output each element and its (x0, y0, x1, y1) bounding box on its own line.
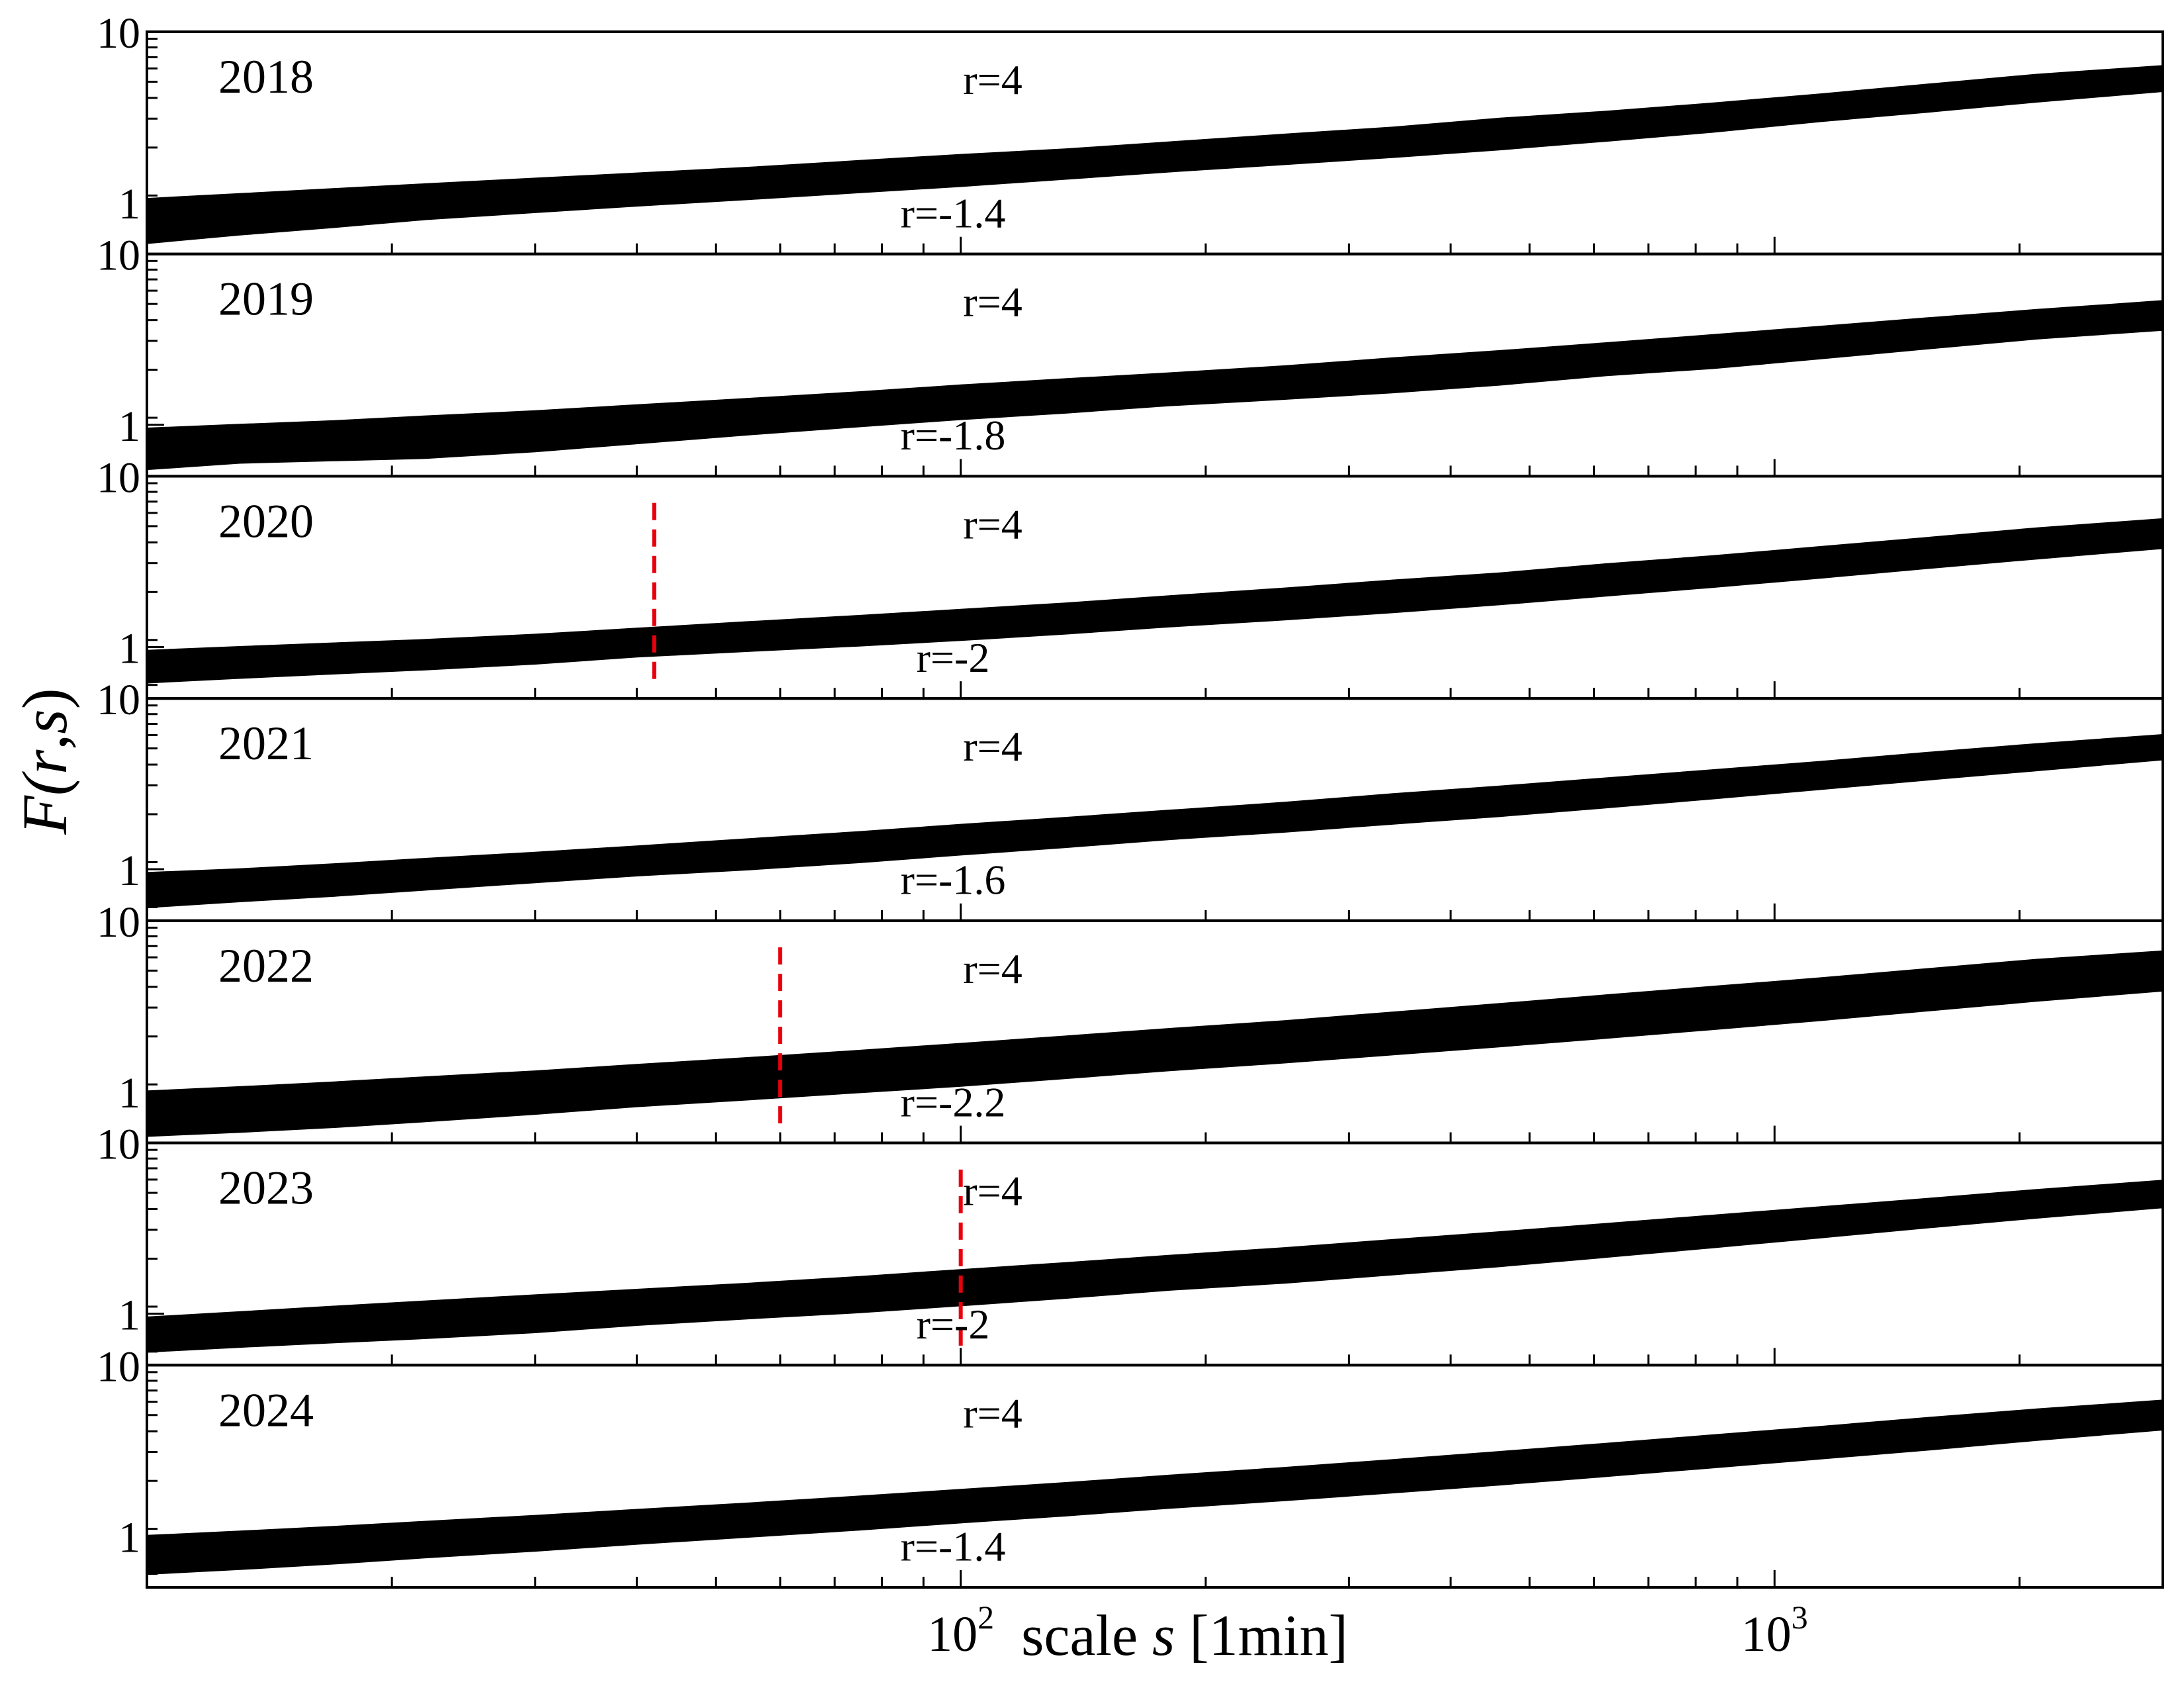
r-high-label: r=4 (963, 279, 1022, 326)
panel-year-label: 2023 (218, 1162, 314, 1215)
r-high-label: r=4 (963, 945, 1022, 992)
r-low-label: r=-1.8 (901, 412, 1006, 459)
panel-frame-2024 (146, 1364, 2164, 1589)
panel-2022: 10 1 2022 r=4 r=-2.2 (97, 898, 2164, 1145)
curve-band-2018 (146, 65, 2164, 244)
r-low-label: r=-2 (917, 634, 990, 681)
y-tick-label: 10 (97, 1342, 140, 1391)
panel-2020: 10 1 2020 r=4 r=-2 (97, 453, 2164, 700)
r-high-label: r=4 (963, 1168, 1022, 1215)
y-tick-label: 10 (97, 676, 140, 724)
panel-2018: 10 1 2018 r=4 r=-1.4 (97, 9, 2164, 256)
r-low-label: r=-1.4 (901, 1523, 1006, 1570)
y-tick-label: 10 (97, 898, 140, 947)
y-tick-label: 1 (118, 1513, 140, 1562)
y-tick-label: 1 (118, 847, 140, 895)
y-tick-label: 10 (97, 453, 140, 502)
x-tick-label: 103 (1741, 1599, 1808, 1662)
panel-year-label: 2020 (218, 494, 314, 547)
curve-band-2023 (146, 1180, 2164, 1353)
y-axis-label: F(r,s) (9, 688, 80, 835)
curve-band-2024 (146, 1399, 2164, 1575)
panel-year-label: 2019 (218, 273, 314, 326)
panel-year-label: 2022 (218, 939, 314, 992)
panel-2021: 10 1 2021 r=4 r=-1.6 (97, 676, 2164, 922)
panel-2024: 10 1 2024 r=4 r=-1.4 (97, 1342, 2164, 1589)
panel-year-label: 2021 (218, 717, 314, 770)
y-tick-label: 10 (97, 232, 140, 280)
y-tick-label: 1 (118, 1291, 140, 1340)
panel-year-label: 2024 (218, 1383, 314, 1436)
r-low-label: r=-1.4 (901, 189, 1006, 236)
r-high-label: r=4 (963, 723, 1022, 770)
y-tick-label: 1 (118, 624, 140, 673)
curve-band-2020 (146, 518, 2164, 684)
panel-2019: 10 1 2019 r=4 r=-1.8 (97, 232, 2164, 478)
y-tick-label: 1 (118, 180, 140, 228)
y-tick-label: 10 (97, 1121, 140, 1169)
r-low-label: r=-2 (917, 1301, 990, 1348)
curve-band-2022 (146, 950, 2164, 1137)
r-high-label: r=4 (963, 500, 1022, 547)
curve-band-2019 (146, 300, 2164, 471)
r-low-label: r=-2.2 (901, 1078, 1006, 1125)
r-low-label: r=-1.6 (901, 857, 1006, 904)
y-tick-label: 10 (97, 9, 140, 58)
y-tick-label: 1 (118, 402, 140, 451)
x-axis-label: scale s [1min] (1021, 1604, 1348, 1668)
x-tick-label: 102 (927, 1599, 994, 1662)
r-high-label: r=4 (963, 1389, 1022, 1436)
panel-year-label: 2018 (218, 50, 314, 103)
r-high-label: r=4 (963, 56, 1022, 103)
y-tick-label: 1 (118, 1069, 140, 1117)
panel-2023: 10 1 2023 r=4 r=-2 (97, 1121, 2164, 1367)
curve-band-2021 (146, 733, 2164, 908)
